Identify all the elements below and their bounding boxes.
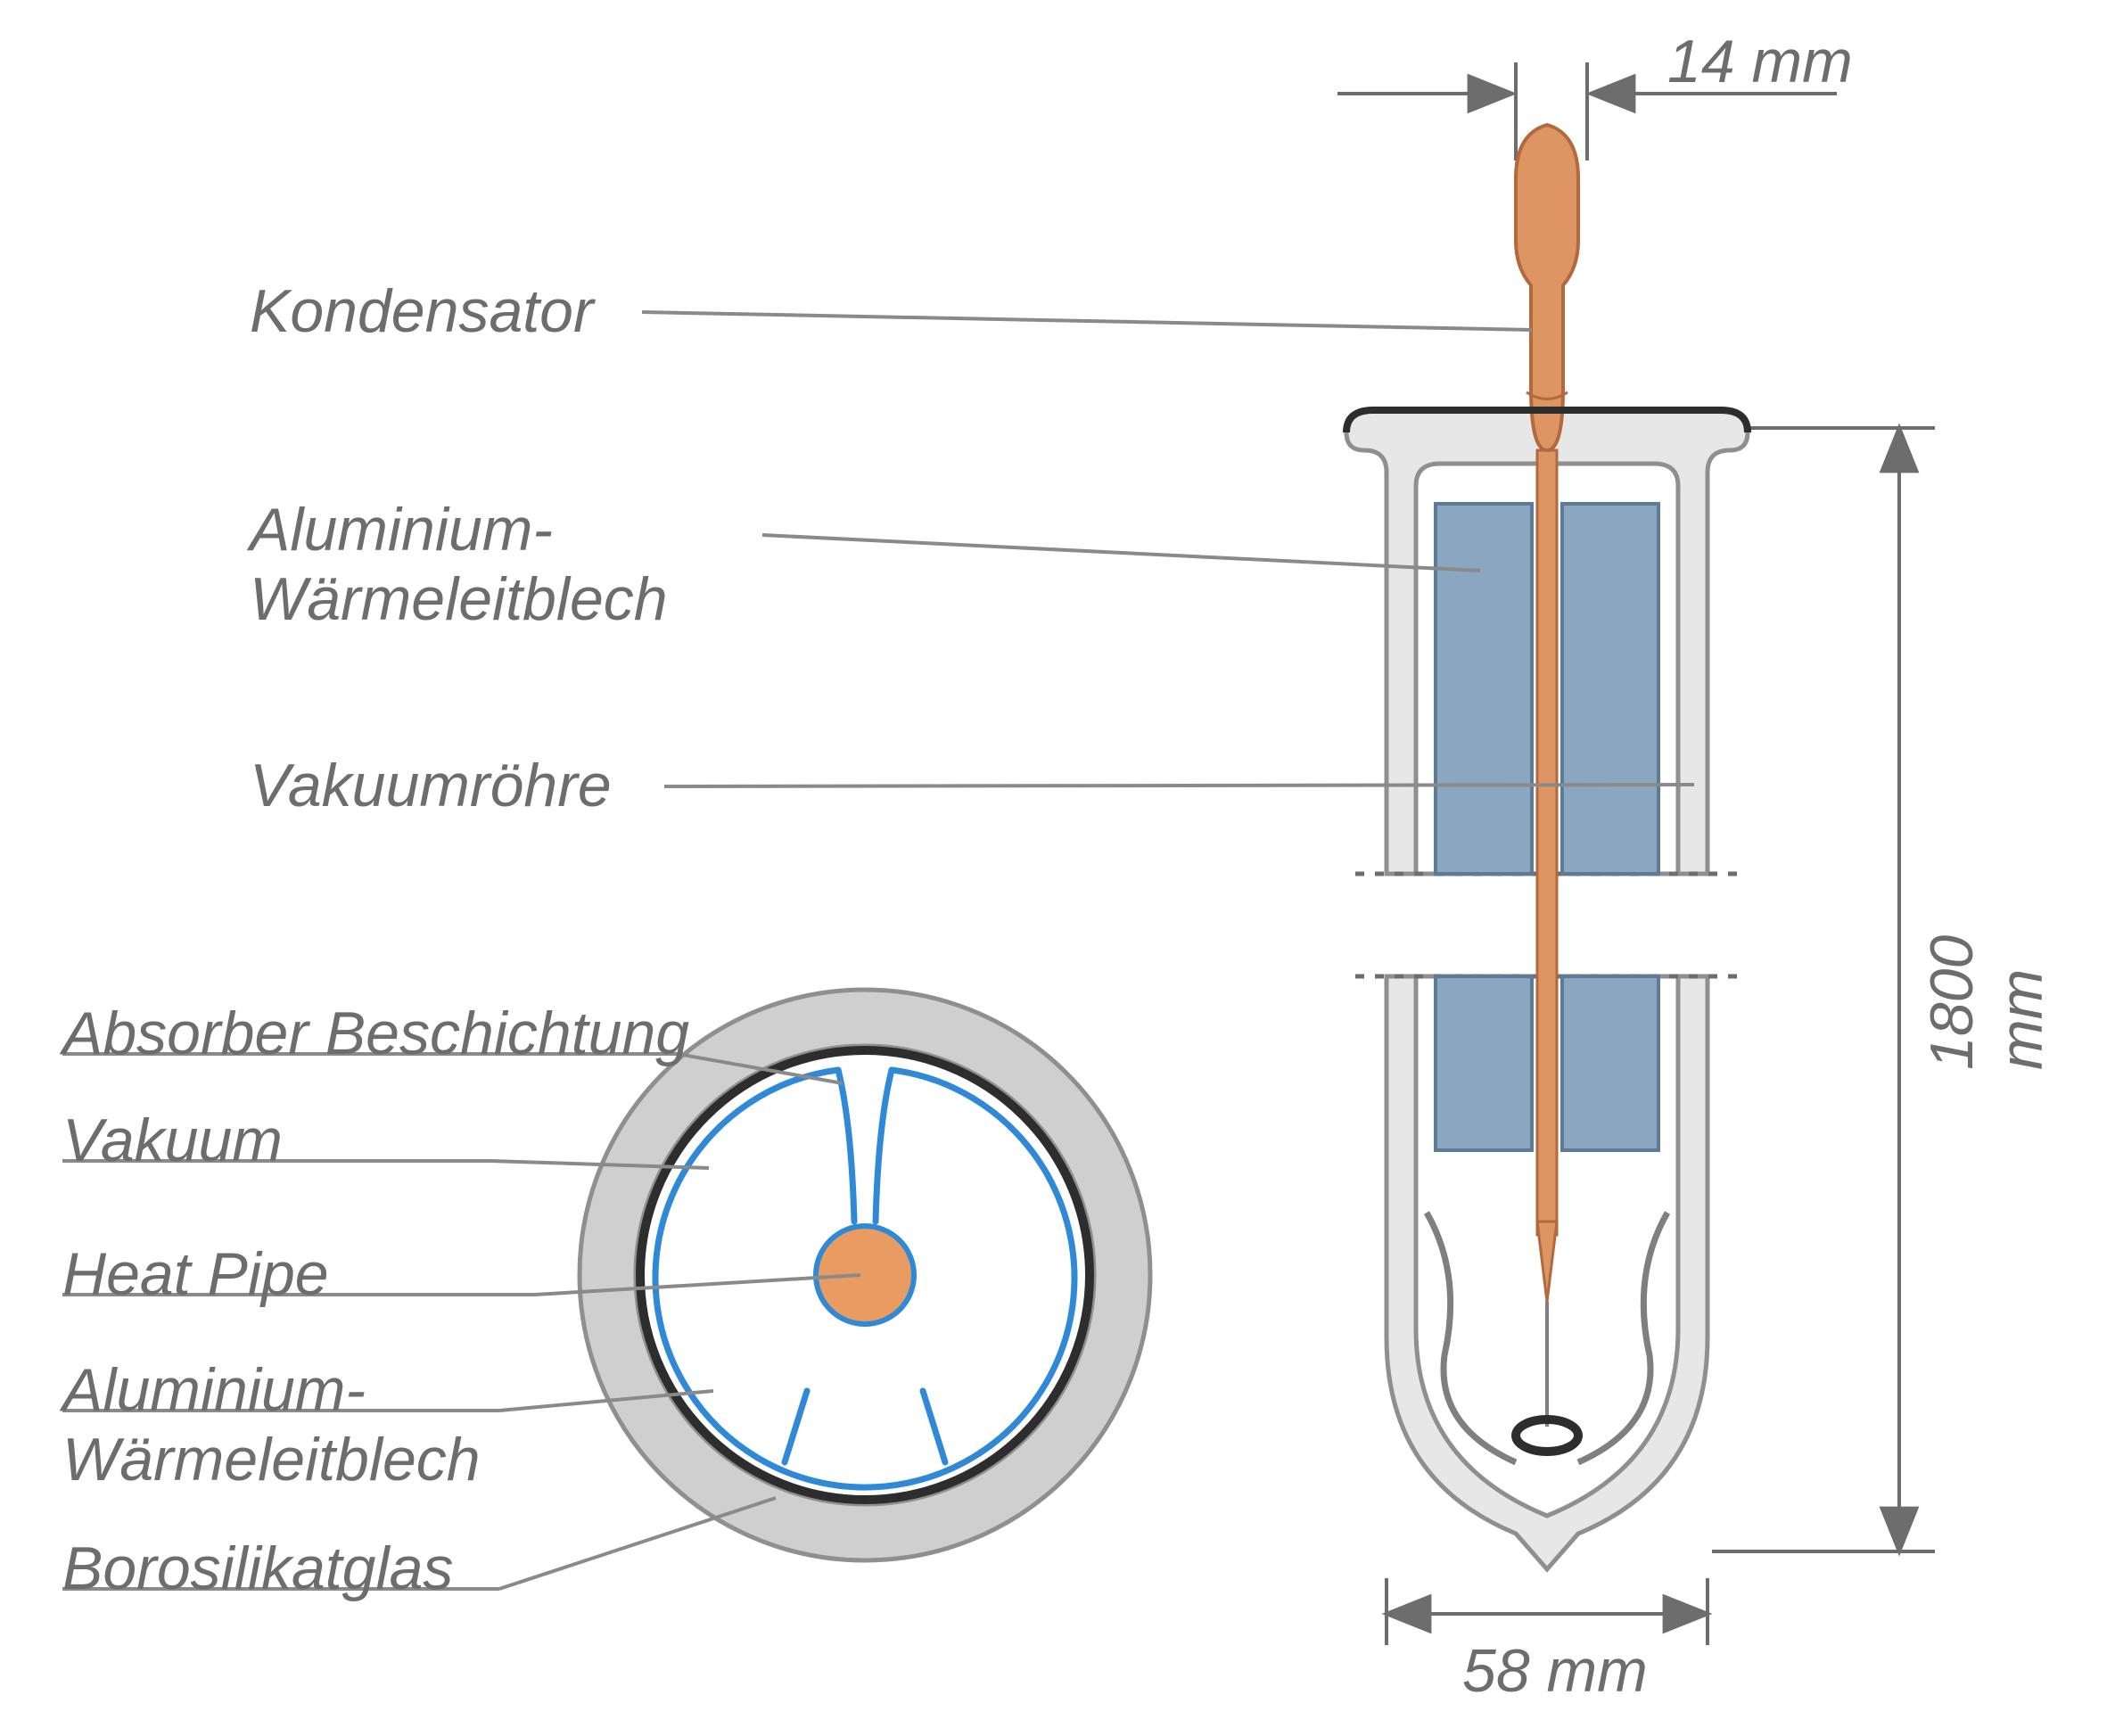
aluminium-lower-right <box>1562 976 1658 1150</box>
label-boroglas: Borosilikatglas <box>62 1534 453 1603</box>
dim-14mm-text: 14 mm <box>1667 27 1853 96</box>
dim-58mm <box>1387 1578 1708 1645</box>
label-al-blech-top: Aluminium- Wärmeleitblech <box>250 495 668 634</box>
dim-1800mm-text: 1800 mm <box>1917 872 2056 1070</box>
label-heatpipe: Heat Pipe <box>62 1239 329 1309</box>
label-vakuumrohr: Vakuumröhre <box>250 751 612 820</box>
label-vakuum: Vakuum <box>62 1106 283 1175</box>
aluminium-upper-right <box>1562 504 1658 874</box>
label-kondensator: Kondensator <box>250 276 594 346</box>
dim-58mm-text: 58 mm <box>1462 1636 1648 1706</box>
label-al-blech-bot: Aluminium- Wärmeleitblech <box>62 1355 481 1494</box>
label-absorber: Absorber Beschichtung <box>62 999 689 1068</box>
aluminium-upper-left <box>1436 504 1532 874</box>
kondensator-shape <box>1516 125 1578 450</box>
aluminium-lower-left <box>1436 976 1532 1150</box>
heatpipe-shaft <box>1537 450 1557 1235</box>
longitudinal-section <box>1346 125 1748 1569</box>
dim-1800mm <box>1712 428 1935 1551</box>
cross-section <box>580 990 1150 1560</box>
